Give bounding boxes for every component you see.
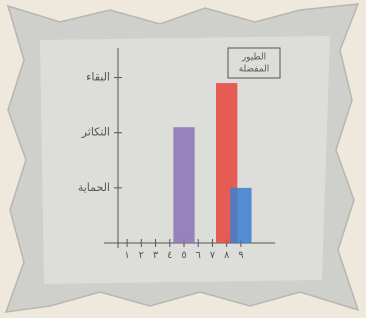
x-tick-label: ٧ [210, 250, 216, 261]
x-tick-label: ٦ [196, 250, 201, 261]
chart: الطيور المفضلة الحماية التكاثر البقاء ١٢٣٤٥… [0, 0, 366, 318]
y-tick-label: البقاء [86, 71, 110, 84]
x-tick-label: ٣ [153, 250, 159, 261]
chart-title: الطيور [241, 53, 266, 63]
x-tick-label: ٥ [181, 250, 186, 261]
y-tick-label: الحماية [78, 181, 110, 194]
x-tick-label: ٩ [238, 250, 243, 261]
bar [230, 188, 251, 243]
chart-title: المفضلة [239, 65, 270, 75]
x-tick-label: ٤ [167, 250, 172, 261]
bar [173, 127, 194, 243]
x-tick-label: ١ [124, 250, 129, 261]
x-tick-label: ٨ [224, 250, 230, 261]
y-tick-label: التكاثر [81, 126, 110, 139]
x-tick-label: ٢ [139, 250, 144, 261]
